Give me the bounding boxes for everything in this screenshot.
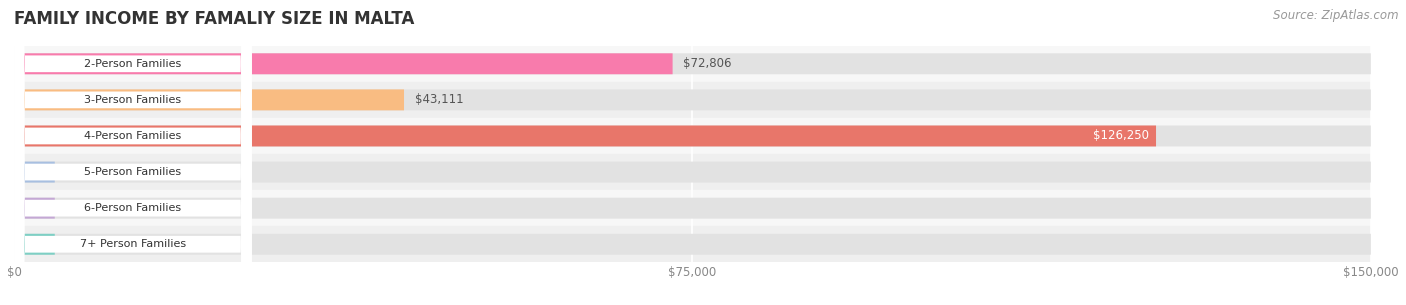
Text: 4-Person Families: 4-Person Families: [84, 131, 181, 141]
FancyBboxPatch shape: [14, 0, 252, 305]
FancyBboxPatch shape: [14, 89, 404, 110]
Text: $0: $0: [66, 166, 80, 178]
Bar: [14, 190, 1371, 226]
FancyBboxPatch shape: [14, 234, 55, 255]
Bar: [14, 118, 1371, 154]
Text: $0: $0: [66, 202, 80, 215]
Bar: [14, 226, 1371, 262]
FancyBboxPatch shape: [14, 0, 252, 305]
Text: 2-Person Families: 2-Person Families: [84, 59, 181, 69]
Bar: [14, 154, 1371, 190]
Text: 5-Person Families: 5-Person Families: [84, 167, 181, 177]
Text: 6-Person Families: 6-Person Families: [84, 203, 181, 213]
FancyBboxPatch shape: [14, 0, 252, 305]
FancyBboxPatch shape: [14, 162, 1371, 182]
FancyBboxPatch shape: [14, 126, 1371, 146]
FancyBboxPatch shape: [14, 0, 252, 305]
Text: $43,111: $43,111: [415, 93, 464, 106]
Bar: [14, 46, 1371, 82]
FancyBboxPatch shape: [14, 89, 1371, 110]
FancyBboxPatch shape: [14, 0, 252, 305]
FancyBboxPatch shape: [14, 234, 1371, 255]
FancyBboxPatch shape: [14, 198, 55, 219]
FancyBboxPatch shape: [14, 53, 672, 74]
FancyBboxPatch shape: [14, 198, 1371, 219]
FancyBboxPatch shape: [14, 126, 1156, 146]
Bar: [14, 82, 1371, 118]
Text: $0: $0: [66, 238, 80, 251]
FancyBboxPatch shape: [14, 53, 1371, 74]
Text: 3-Person Families: 3-Person Families: [84, 95, 181, 105]
FancyBboxPatch shape: [14, 0, 252, 305]
FancyBboxPatch shape: [14, 162, 55, 182]
Text: $72,806: $72,806: [683, 57, 733, 70]
Text: $126,250: $126,250: [1094, 130, 1149, 142]
Text: Source: ZipAtlas.com: Source: ZipAtlas.com: [1274, 9, 1399, 22]
Text: 7+ Person Families: 7+ Person Families: [80, 239, 186, 249]
Text: FAMILY INCOME BY FAMALIY SIZE IN MALTA: FAMILY INCOME BY FAMALIY SIZE IN MALTA: [14, 10, 415, 28]
